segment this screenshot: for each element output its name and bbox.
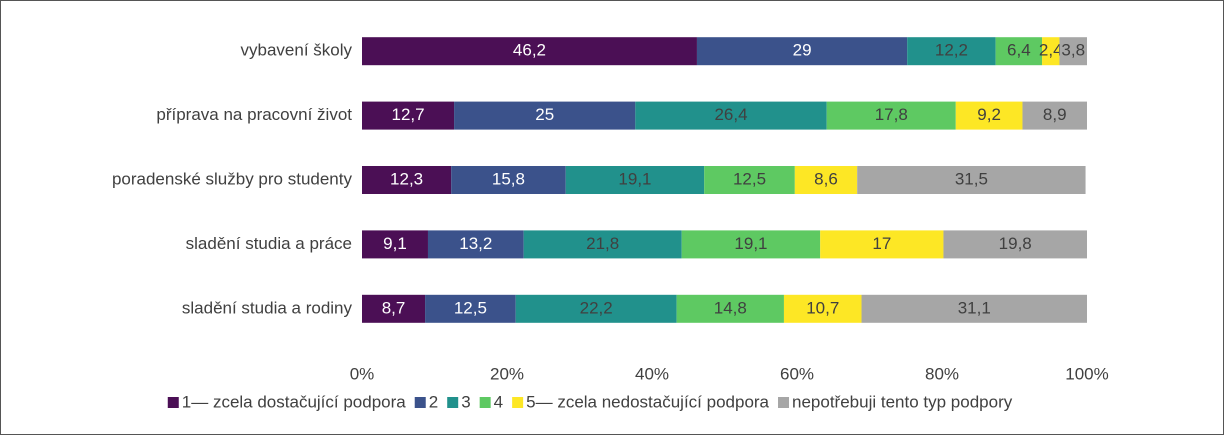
- y-tick-label: příprava na pracovní život: [156, 105, 352, 124]
- legend-label: 3: [461, 392, 470, 411]
- bar-segment: [425, 294, 516, 323]
- legend-label: 4: [494, 392, 503, 411]
- data-label: 12,7: [391, 105, 424, 124]
- data-label: 3,8: [1061, 41, 1085, 60]
- legend-swatch: [479, 397, 491, 408]
- bar-segment: [955, 101, 1023, 130]
- data-label: 8,6: [814, 169, 838, 188]
- bar-segment: [1042, 37, 1060, 66]
- data-label: 19,1: [618, 169, 651, 188]
- data-label: 17,8: [875, 105, 908, 124]
- bar-segment: [681, 230, 821, 259]
- legend-swatch: [414, 397, 426, 408]
- data-label: 9,1: [383, 234, 407, 253]
- bar-segment: [794, 166, 858, 194]
- data-label: 29: [793, 41, 812, 60]
- data-label: 25: [535, 105, 554, 124]
- bar-segment: [427, 230, 524, 259]
- data-label: 10,7: [806, 298, 839, 317]
- x-tick-label: 100%: [1065, 364, 1108, 383]
- y-tick-label: poradenské služby pro studenty: [112, 169, 353, 188]
- x-tick-label: 40%: [635, 364, 669, 383]
- data-label: 13,2: [459, 234, 492, 253]
- y-tick-label: sladění studia a práce: [186, 234, 352, 253]
- data-label: 26,4: [714, 105, 747, 124]
- bar-segment: [635, 101, 827, 130]
- data-label: 21,8: [586, 234, 619, 253]
- bar-segment: [1022, 101, 1087, 130]
- legend-label: 2: [429, 392, 438, 411]
- data-label: 17: [872, 234, 891, 253]
- bar-segment: [857, 166, 1086, 194]
- data-label: 12,3: [390, 169, 423, 188]
- bar-segment: [362, 230, 428, 259]
- bar-segment: [565, 166, 705, 194]
- bar-segment: [704, 166, 795, 194]
- data-label: 8,7: [382, 298, 406, 317]
- x-tick-label: 80%: [925, 364, 959, 383]
- bar-segment: [362, 166, 452, 194]
- legend-label: nepotřebuji tento typ podpory: [792, 392, 1013, 411]
- bar-segment: [826, 101, 956, 130]
- legend-swatch: [512, 397, 524, 408]
- data-label: 19,1: [734, 234, 767, 253]
- x-tick-label: 20%: [490, 364, 524, 383]
- y-tick-label: vybavení školy: [241, 41, 353, 60]
- bar-segment: [907, 37, 996, 66]
- legend-swatch: [167, 397, 179, 408]
- data-label: 19,8: [999, 234, 1032, 253]
- bar-segment: [696, 37, 908, 66]
- data-label: 6,4: [1007, 41, 1031, 60]
- bar-segment: [362, 101, 455, 130]
- data-label: 31,5: [955, 169, 988, 188]
- bar-segment: [943, 230, 1087, 259]
- bar-segment: [783, 294, 862, 323]
- bar-segment: [362, 37, 697, 66]
- x-tick-label: 60%: [780, 364, 814, 383]
- bar-segment: [523, 230, 682, 259]
- bar-segment: [676, 294, 784, 323]
- data-label: 2,4: [1039, 41, 1063, 60]
- data-label: 31,1: [958, 298, 991, 317]
- bar-segment: [362, 294, 426, 323]
- bar-segment: [515, 294, 677, 323]
- bar-segment: [820, 230, 944, 259]
- data-label: 12,5: [733, 169, 766, 188]
- legend-label: 1— zcela dostačující podpora: [182, 392, 407, 411]
- x-tick-label: 0%: [350, 364, 375, 383]
- bar-segment: [861, 294, 1087, 323]
- data-label: 12,2: [935, 41, 968, 60]
- legend-label: 5— zcela nedostačující podpora: [526, 392, 769, 411]
- legend-swatch: [447, 397, 459, 408]
- bar-segment: [995, 37, 1043, 66]
- bar-segment: [1059, 37, 1087, 66]
- data-label: 22,2: [580, 298, 613, 317]
- data-label: 9,2: [977, 105, 1001, 124]
- bar-segment: [451, 166, 566, 194]
- data-label: 46,2: [513, 41, 546, 60]
- legend-swatch: [778, 397, 790, 408]
- y-tick-label: sladění studia a rodiny: [182, 298, 353, 317]
- data-label: 12,5: [454, 298, 487, 317]
- legend: 1— zcela dostačující podpora 2 3 4 5— zcela …: [167, 392, 1013, 411]
- data-label: 15,8: [492, 169, 525, 188]
- data-label: 8,9: [1043, 105, 1067, 124]
- data-label: 14,8: [714, 298, 747, 317]
- bar-segment: [454, 101, 636, 130]
